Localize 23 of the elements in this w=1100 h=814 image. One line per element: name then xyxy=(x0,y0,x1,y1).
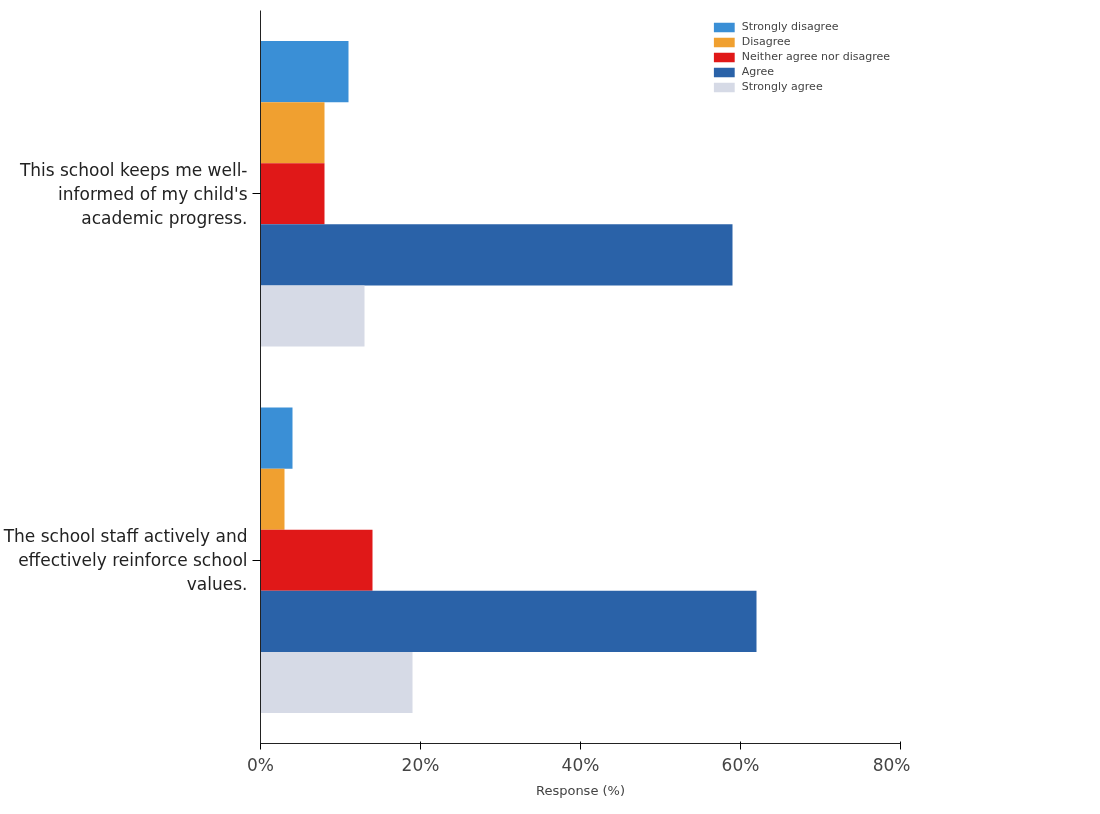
bar xyxy=(260,468,285,530)
bar xyxy=(260,41,349,103)
bar xyxy=(260,102,325,164)
x-tick-label: 80% xyxy=(872,754,911,775)
bar xyxy=(260,407,293,469)
x-axis-title: Response (%) xyxy=(535,782,626,798)
legend-label: Agree xyxy=(741,65,775,78)
x-tick-label: 40% xyxy=(561,754,600,775)
bar xyxy=(260,285,365,347)
x-tick-label: 60% xyxy=(721,754,760,775)
legend-label: Disagree xyxy=(741,35,791,48)
legend-label: Neither agree nor disagree xyxy=(741,50,890,63)
y-tick-label: This school keeps me well-informed of my child's academic progress. xyxy=(18,159,248,228)
bar xyxy=(260,590,757,652)
bar xyxy=(260,651,413,713)
legend-label: Strongly agree xyxy=(741,80,823,93)
y-tick-label: The school staff actively and effectively reinforce school values. xyxy=(2,526,248,595)
x-tick-label: 0% xyxy=(247,754,274,775)
bar xyxy=(260,529,373,591)
legend-label: Strongly disagree xyxy=(741,20,839,33)
x-tick-label: 20% xyxy=(401,754,440,775)
bar xyxy=(260,163,325,225)
bar xyxy=(260,224,733,286)
